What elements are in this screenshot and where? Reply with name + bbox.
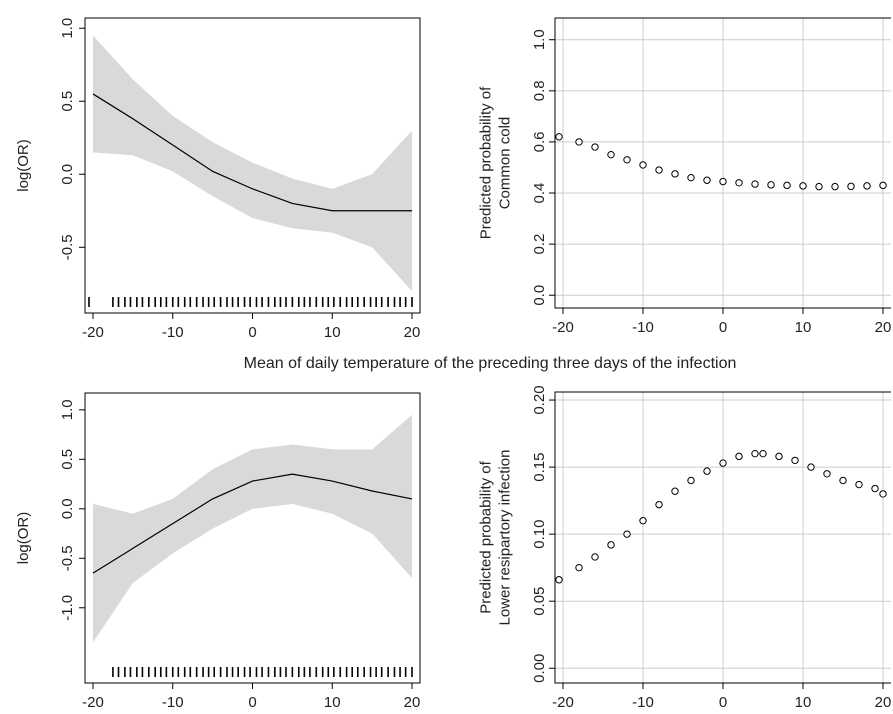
- confidence-band: [92, 414, 413, 643]
- y-tick-label: 0.0: [59, 498, 76, 519]
- point: [655, 166, 663, 174]
- x-tick-label: 0: [248, 324, 256, 341]
- point: [703, 176, 711, 184]
- point: [607, 150, 615, 159]
- y-tick-label: 0.2: [531, 234, 548, 255]
- x-tick-label: 10: [795, 319, 812, 336]
- x-tick-label: -20: [552, 694, 574, 711]
- x-tick-label: 10: [324, 324, 341, 341]
- y-axis-label: Common cold: [496, 117, 513, 210]
- y-tick-label: 0.0: [59, 164, 76, 185]
- point: [831, 182, 839, 191]
- x-tick-label: 10: [795, 694, 812, 711]
- y-tick-label: -1.0: [59, 595, 76, 621]
- point: [783, 181, 791, 190]
- y-tick-label: 1.0: [59, 18, 76, 39]
- plot-frame: [84, 17, 421, 314]
- point: [719, 177, 727, 186]
- point: [879, 490, 887, 498]
- x-tick-label: -20: [82, 324, 104, 341]
- x-tick-label: 20: [875, 319, 892, 336]
- x-tick-label: -10: [162, 694, 184, 711]
- y-tick-label: 0.05: [531, 587, 548, 616]
- y-tick-label: -0.5: [59, 545, 76, 571]
- x-tick-label: -20: [82, 694, 104, 711]
- point: [575, 563, 583, 572]
- x-tick-label: 0: [248, 694, 256, 711]
- point: [655, 500, 663, 509]
- point: [855, 480, 863, 489]
- y-tick-label: 0.10: [531, 520, 548, 549]
- point: [639, 161, 647, 169]
- point: [687, 173, 695, 182]
- point: [791, 456, 799, 465]
- fit-line: [92, 93, 413, 212]
- point: [623, 530, 631, 538]
- y-tick-label: 0.5: [59, 91, 76, 112]
- y-tick-label: 1.0: [59, 399, 76, 420]
- y-axis-label: Lower resipartory infection: [496, 450, 513, 626]
- point: [751, 449, 759, 458]
- y-tick-label: 0.6: [531, 131, 548, 152]
- point: [767, 181, 775, 189]
- y-axis-label: Predicted probability of: [477, 460, 494, 613]
- y-axis-label: log(OR): [15, 512, 32, 565]
- x-tick-label: 10: [324, 694, 341, 711]
- y-tick-label: 0.0: [531, 285, 548, 306]
- y-tick-label: 0.20: [531, 385, 548, 414]
- point: [671, 487, 679, 495]
- x-tick-label: 20: [875, 694, 892, 711]
- point: [555, 133, 563, 141]
- plot-frame: [554, 391, 891, 684]
- y-axis-label: Predicted probability of: [477, 86, 494, 239]
- point: [735, 452, 743, 461]
- point: [823, 470, 831, 478]
- point: [735, 179, 743, 187]
- x-tick-label: -10: [162, 324, 184, 341]
- x-tick-label: 20: [404, 324, 421, 341]
- x-tick-label: 20: [404, 694, 421, 711]
- point: [799, 182, 807, 190]
- plot-frame: [84, 392, 421, 684]
- point: [607, 541, 615, 549]
- x-tick-label: -10: [632, 694, 654, 711]
- point: [719, 459, 727, 467]
- point: [671, 170, 679, 178]
- point: [815, 182, 823, 191]
- x-tick-label: -10: [632, 319, 654, 336]
- shared-x-label: Mean of daily temperature of the precedi…: [244, 355, 737, 372]
- y-tick-label: 0.15: [531, 452, 548, 481]
- y-tick-label: -0.5: [59, 234, 76, 260]
- point: [879, 181, 887, 190]
- x-tick-label: 0: [719, 319, 727, 336]
- x-tick-label: 0: [719, 694, 727, 711]
- point: [751, 180, 759, 188]
- plot-frame: [554, 17, 891, 309]
- point: [687, 476, 695, 485]
- point: [807, 463, 815, 471]
- point: [555, 576, 563, 584]
- point: [759, 449, 767, 458]
- point: [591, 553, 599, 561]
- x-tick-label: -20: [552, 319, 574, 336]
- point: [639, 517, 647, 525]
- fit-line: [92, 473, 413, 574]
- y-tick-label: 0.00: [531, 654, 548, 683]
- y-tick-label: 0.5: [59, 449, 76, 470]
- point: [871, 484, 879, 493]
- y-tick-label: 0.8: [531, 80, 548, 101]
- y-axis-label: log(OR): [15, 139, 32, 192]
- point: [839, 476, 847, 485]
- point: [775, 452, 783, 461]
- y-tick-label: 0.4: [531, 183, 548, 204]
- point: [623, 156, 631, 164]
- point: [575, 138, 583, 146]
- confidence-band: [92, 35, 413, 292]
- point: [847, 182, 855, 191]
- y-tick-label: 1.0: [531, 29, 548, 50]
- point: [703, 467, 711, 475]
- point: [863, 182, 871, 190]
- point: [591, 143, 599, 151]
